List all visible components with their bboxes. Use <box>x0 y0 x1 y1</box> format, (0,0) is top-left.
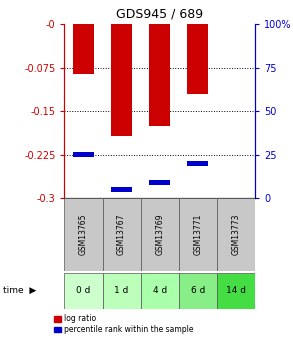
Text: GSM13765: GSM13765 <box>79 214 88 255</box>
Bar <box>141 198 179 271</box>
Bar <box>103 198 141 271</box>
Bar <box>149 180 170 185</box>
Text: time  ▶: time ▶ <box>3 286 36 295</box>
Bar <box>179 198 217 271</box>
Bar <box>149 24 170 126</box>
Bar <box>64 273 103 309</box>
Text: 14 d: 14 d <box>226 286 246 295</box>
Text: GSM13771: GSM13771 <box>193 214 202 255</box>
Bar <box>103 273 141 309</box>
Text: 4 d: 4 d <box>153 286 167 295</box>
Bar <box>217 198 255 271</box>
Bar <box>111 187 132 192</box>
Text: 0 d: 0 d <box>76 286 91 295</box>
Text: GSM13769: GSM13769 <box>155 214 164 255</box>
Bar <box>111 24 132 136</box>
Bar <box>64 198 103 271</box>
Legend: log ratio, percentile rank within the sample: log ratio, percentile rank within the sa… <box>54 314 193 334</box>
Text: 6 d: 6 d <box>190 286 205 295</box>
Bar <box>217 273 255 309</box>
Text: GSM13773: GSM13773 <box>231 214 240 255</box>
Text: GSM13767: GSM13767 <box>117 214 126 255</box>
Bar <box>73 152 94 157</box>
Bar <box>141 273 179 309</box>
Bar <box>187 24 208 94</box>
Text: 1 d: 1 d <box>114 286 129 295</box>
Bar <box>73 24 94 73</box>
Title: GDS945 / 689: GDS945 / 689 <box>116 7 203 20</box>
Bar <box>187 161 208 166</box>
Bar <box>179 273 217 309</box>
